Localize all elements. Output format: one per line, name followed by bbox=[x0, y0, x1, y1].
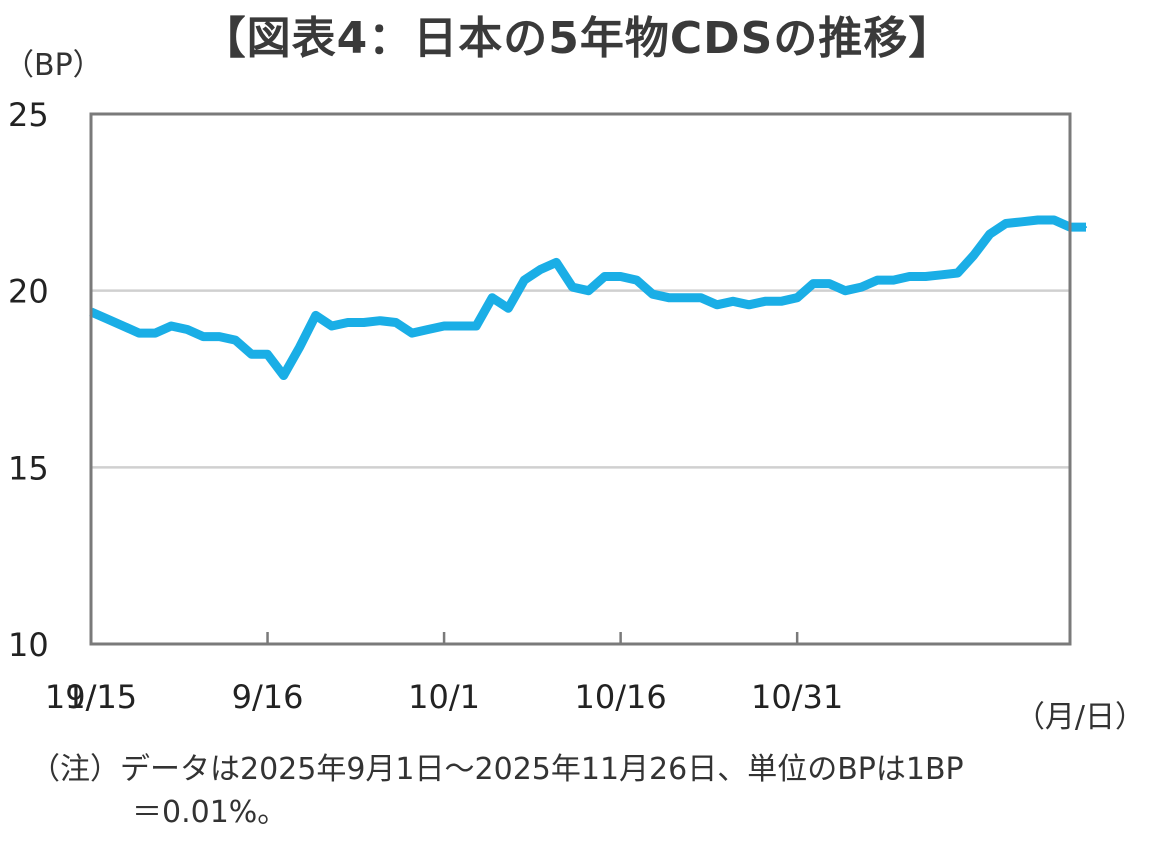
data-point bbox=[346, 321, 349, 324]
data-point bbox=[860, 286, 863, 289]
data-point bbox=[924, 275, 927, 278]
data-point bbox=[378, 319, 381, 322]
data-point bbox=[1020, 220, 1023, 223]
y-tick-label: 25 bbox=[8, 96, 49, 134]
data-point bbox=[170, 325, 173, 327]
note-line-1: （注）データは2025年9月1日～2025年11月26日、単位のBPは1BP bbox=[30, 752, 964, 787]
axis-ticks: 10 15 20 25 9/1 9/16 10/1 10/16 10/31 11/15 bbox=[8, 96, 843, 716]
data-point bbox=[571, 286, 574, 289]
data-point bbox=[443, 325, 446, 327]
data-point bbox=[812, 282, 815, 285]
data-point bbox=[186, 328, 189, 331]
data-point bbox=[940, 273, 943, 276]
data-point bbox=[732, 300, 734, 303]
data-point bbox=[764, 300, 767, 303]
y-tick-label: 15 bbox=[8, 449, 49, 487]
data-point bbox=[683, 296, 686, 299]
plot-area-frame bbox=[89, 112, 1072, 646]
data-point bbox=[394, 321, 397, 324]
data-point bbox=[972, 254, 975, 257]
gridlines bbox=[91, 289, 1070, 469]
data-point bbox=[844, 289, 847, 292]
data-point bbox=[699, 296, 702, 299]
data-point bbox=[651, 293, 654, 296]
data-point bbox=[106, 317, 108, 320]
data-point bbox=[330, 325, 333, 327]
x-axis-unit-label: （月/日） bbox=[1014, 700, 1145, 735]
data-point bbox=[603, 275, 606, 278]
data-point bbox=[796, 296, 799, 299]
data-point bbox=[202, 335, 205, 338]
data-point bbox=[1036, 219, 1039, 221]
data-point bbox=[1085, 226, 1087, 229]
data-point bbox=[138, 332, 141, 335]
chart-note: （注）データは2025年9月1日～2025年11月26日、単位のBPは1BP ＝… bbox=[30, 748, 964, 834]
x-tick-label: 10/16 bbox=[575, 678, 667, 716]
x-tick-label: 10/31 bbox=[751, 678, 843, 716]
data-point bbox=[427, 328, 429, 331]
x-tick-label: 10/1 bbox=[408, 678, 480, 716]
data-point bbox=[491, 296, 494, 299]
data-point bbox=[411, 332, 413, 335]
data-point bbox=[876, 279, 879, 282]
x-tick-label: 9/1 bbox=[65, 678, 117, 716]
data-point bbox=[1004, 222, 1007, 225]
y-tick-label: 10 bbox=[8, 626, 49, 664]
data-point bbox=[475, 325, 478, 327]
y-axis-unit-label: （BP） bbox=[4, 48, 103, 83]
data-point bbox=[956, 272, 959, 274]
data-point bbox=[234, 339, 237, 342]
data-point bbox=[282, 374, 285, 377]
y-tick-label: 20 bbox=[8, 273, 49, 311]
data-point bbox=[587, 289, 590, 292]
data-point bbox=[523, 279, 526, 282]
data-point bbox=[362, 321, 365, 324]
data-point bbox=[250, 353, 253, 356]
data-point bbox=[619, 275, 622, 278]
data-point bbox=[555, 261, 558, 264]
data-point bbox=[667, 296, 670, 299]
series-layer bbox=[89, 215, 1087, 380]
x-tick-label: 11/15 bbox=[45, 678, 137, 716]
data-point bbox=[715, 303, 718, 306]
data-point bbox=[314, 314, 317, 317]
data-point bbox=[539, 268, 542, 271]
data-point bbox=[507, 307, 510, 310]
data-point bbox=[218, 335, 221, 338]
data-point bbox=[828, 282, 831, 285]
data-point bbox=[122, 325, 125, 327]
data-point bbox=[780, 300, 783, 303]
data-point bbox=[298, 346, 301, 349]
chart-title: 【図表4：日本の5年物CDSの推移】 bbox=[201, 13, 954, 64]
x-tick-label: 9/16 bbox=[232, 678, 304, 716]
data-point bbox=[635, 279, 638, 282]
data-point bbox=[748, 303, 750, 306]
data-point bbox=[154, 332, 157, 335]
data-point bbox=[988, 233, 991, 236]
data-point bbox=[908, 275, 911, 278]
note-line-2: ＝0.01%。 bbox=[132, 795, 288, 830]
data-point bbox=[1053, 219, 1055, 221]
series-line-cds-5y bbox=[89, 215, 1086, 380]
data-point bbox=[459, 325, 462, 327]
data-point bbox=[892, 279, 895, 282]
data-point bbox=[266, 353, 269, 356]
